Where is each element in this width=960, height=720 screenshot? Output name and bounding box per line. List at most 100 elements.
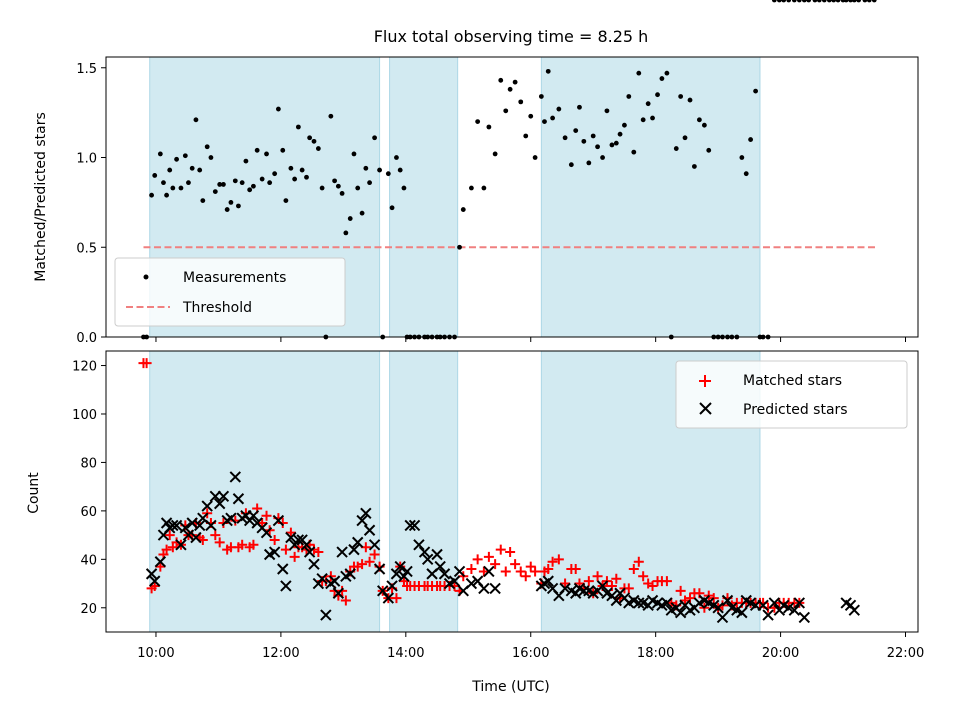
measurement-point: [617, 131, 623, 137]
measurement-point: [267, 180, 273, 186]
measurement-point: [339, 191, 345, 196]
matched-star-marker: [520, 571, 531, 582]
measurement-point: [243, 158, 249, 164]
measurement-point: [170, 185, 176, 191]
predicted-star-marker: [308, 558, 320, 570]
bottom-y-tick-label: 40: [80, 553, 97, 568]
predicted-star-marker: [465, 577, 478, 590]
predicted-star-marker: [179, 522, 192, 534]
matched-star-marker: [391, 593, 402, 604]
predicted-star-marker: [352, 536, 364, 549]
x-tick-label: 10:00: [137, 646, 174, 661]
measurement-point: [174, 156, 179, 162]
measurement-point: [622, 122, 627, 128]
measurement-point: [178, 185, 184, 191]
measurement-point: [796, 0, 802, 3]
measurement-point: [457, 244, 462, 250]
legend-predicted-label: Predicted stars: [743, 402, 848, 418]
measurement-point: [523, 133, 529, 139]
measurement-point: [659, 76, 665, 81]
measurement-point: [377, 167, 382, 173]
matched-star-marker: [466, 564, 477, 575]
measurement-point: [492, 151, 498, 157]
measurement-point: [781, 0, 787, 3]
top-y-tick-label: 0.5: [76, 241, 97, 256]
matched-star-marker: [633, 556, 644, 567]
predicted-star-marker: [247, 510, 260, 522]
legend-measurements-marker: [143, 274, 149, 280]
predicted-star-marker: [633, 597, 645, 609]
measurement-point: [532, 155, 538, 160]
matched-star-marker: [210, 530, 221, 541]
matched-star-marker: [149, 580, 160, 591]
measurement-point: [696, 117, 702, 123]
measurement-point: [573, 128, 579, 133]
measurement-point: [288, 165, 294, 171]
predicted-star-marker: [175, 539, 187, 551]
matched-star-marker: [155, 561, 166, 572]
matched-star-marker: [611, 573, 622, 584]
legend-matched-marker: [699, 375, 711, 387]
measurement-point: [299, 167, 305, 173]
measurement-point: [149, 192, 154, 198]
measurement-point: [626, 94, 632, 99]
legend-predicted-marker: [699, 402, 712, 415]
predicted-star-marker: [217, 490, 230, 503]
predicted-star-marker: [209, 490, 222, 503]
measurement-point: [486, 124, 492, 130]
measurement-point: [161, 180, 166, 186]
measurement-point: [283, 198, 289, 203]
predicted-star-marker: [390, 568, 403, 580]
predicted-star-marker: [448, 575, 461, 587]
matched-star-marker: [583, 576, 594, 587]
predicted-star-marker: [193, 519, 206, 532]
predicted-star-marker: [277, 563, 289, 575]
predicted-star-marker: [154, 556, 167, 568]
measurement-point: [835, 0, 841, 3]
top-plot-frame: [105, 56, 919, 338]
top-y-ticks: 0.0 0.5 1.0 1.5: [76, 62, 106, 346]
measurement-point: [862, 0, 868, 3]
matched-star-marker: [472, 554, 483, 565]
predicted-star-marker: [167, 519, 179, 532]
measurement-point: [600, 155, 605, 160]
x-tick-label: 20:00: [762, 646, 799, 661]
top-y-tick-label: 1.5: [76, 62, 97, 77]
predicted-star-marker: [382, 592, 395, 604]
measurement-point: [678, 94, 684, 99]
top-y-tick-label: 1.0: [76, 152, 97, 167]
measurement-point: [866, 0, 872, 3]
predicted-star-marker: [421, 553, 434, 566]
measurement-point: [801, 0, 807, 3]
measurement-point: [806, 0, 812, 3]
measurement-point: [372, 135, 377, 141]
measurement-point: [821, 0, 827, 3]
measurement-point: [359, 210, 365, 216]
matched-star-marker: [141, 358, 152, 369]
predicted-star-marker: [394, 560, 406, 573]
matched-star-marker: [248, 539, 259, 550]
predicted-star-marker: [320, 609, 332, 621]
matched-star-marker: [483, 551, 494, 562]
x-tick-label: 16:00: [512, 646, 549, 661]
matched-star-marker: [369, 549, 380, 560]
predicted-star-marker: [363, 524, 376, 536]
predicted-star-marker: [303, 546, 316, 558]
predicted-star-marker: [489, 582, 501, 595]
measurement-point: [655, 92, 660, 98]
measurement-point: [200, 198, 206, 203]
predicted-star-marker: [201, 500, 213, 512]
matched-star-marker: [560, 578, 571, 589]
measurement-point: [831, 0, 837, 3]
measurement-point: [152, 173, 158, 178]
matched-star-marker: [505, 547, 516, 558]
matched-star-marker: [285, 527, 296, 538]
predicted-star-marker: [453, 565, 466, 578]
x-tick-label: 14:00: [387, 646, 424, 661]
measurement-point: [247, 187, 253, 193]
predicted-star-marker: [285, 531, 297, 544]
matched-star-marker: [357, 559, 368, 570]
measurement-point: [640, 117, 646, 123]
measurement-point: [182, 153, 188, 159]
measurement-point: [224, 207, 230, 212]
